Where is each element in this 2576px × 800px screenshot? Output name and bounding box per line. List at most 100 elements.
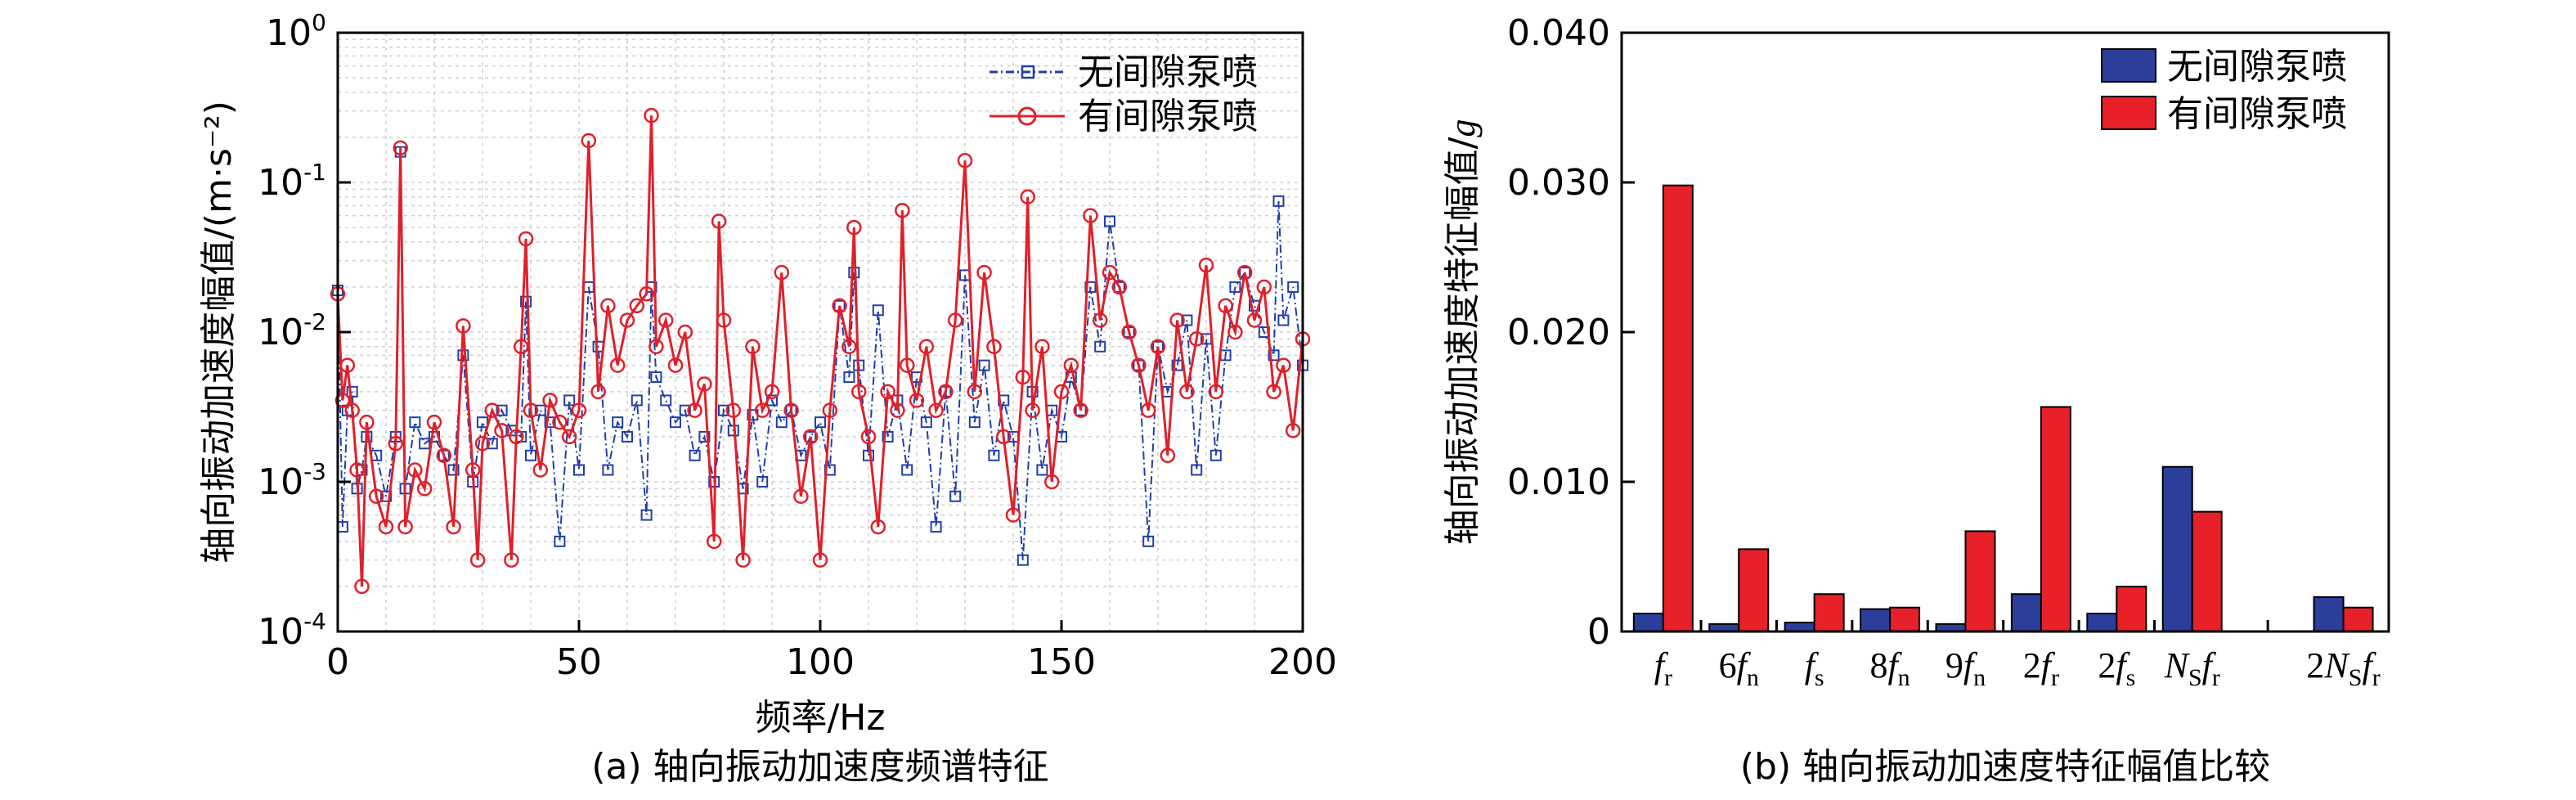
spectrum-point-circle [967,384,983,400]
spectrum-point-square [756,476,769,488]
spectrum-point-square [1209,449,1222,461]
spectrum-point-circle [1121,324,1137,340]
spectrum-point-circle [895,202,910,218]
amplitude-bar-series-2 [1889,606,1921,632]
spectrum-point-square [554,535,566,547]
amplitude-x-tick-label: 9fn [1945,645,1986,691]
spectrum-point-circle [860,429,877,445]
spectrum-point-square [447,464,460,476]
amplitude-x-label-subscript: S [2188,664,2202,691]
spectrum-point-square [1277,314,1290,326]
spectrum-y-tick-label: 10-1 [258,159,326,204]
spectrum-point-circle [644,107,659,124]
spectrum-point-square [843,371,855,384]
amplitude-bar-series-2 [2191,510,2223,632]
spectrum-point-circle [436,447,452,464]
spectrum-point-circle [1111,279,1128,295]
amplitude-x-label-coefficient: 2 [2098,645,2116,685]
spectrum-point-circle [841,339,857,354]
amplitude-legend-label-1: 无间隙泵喷 [2167,46,2347,88]
spectrum-y-tick-exponent: -3 [303,458,326,485]
amplitude-x-label-subscript: r [1664,664,1672,691]
spectrum-point-circle [1276,357,1291,373]
spectrum-legend-label-2: 有间隙泵喷 [1078,96,1258,137]
spectrum-point-circle [822,402,838,418]
spectrum-point-circle [995,429,1012,445]
amplitude-bar-series-1 [2313,596,2345,632]
spectrum-point-square [1142,535,1155,547]
amplitude-bar-series-2 [1738,548,1770,632]
spectrum-point-circle [368,488,384,504]
spectrum-point-circle [393,140,408,156]
spectrum-point-square [380,490,392,502]
spectrum-x-tick-label: 200 [1268,641,1337,683]
spectrum-y-tick-base: 10 [258,162,303,204]
spectrum-point-circle [639,286,654,302]
spectrum-point-circle [494,423,509,438]
spectrum-point-square [670,416,681,429]
spectrum-point-circle [1256,279,1272,295]
spectrum-point-square [872,304,884,317]
spectrum-point-square [520,295,532,308]
spectrum-point-circle [986,339,1002,354]
amplitude-y-axis-label: 轴向振动加速度特征幅值/g [1442,119,1483,546]
amplitude-x-tick-label: 8fn [1869,645,1910,691]
spectrum-point-square [698,430,711,443]
spectrum-point-circle [571,402,587,418]
spectrum-point-square [1016,554,1029,566]
spectrum-point-square [1094,340,1106,353]
amplitude-x-label-coefficient: 9 [1945,645,1963,685]
spectrum-point-circle [783,402,799,418]
spectrum-x-axis-label: 频率/Hz [755,697,885,739]
spectrum-point-square [1272,195,1285,207]
amplitude-y-axis-label-text: 轴向振动加速度特征幅值/ [1442,137,1483,545]
spectrum-point-circle [754,402,770,418]
amplitude-legend-label-2: 有间隙泵喷 [2167,93,2347,135]
spectrum-point-circle [484,402,500,418]
spectrum-point-circle [513,339,529,354]
amplitude-y-tick-label: 0.020 [1507,312,1610,353]
spectrum-point-circle [1034,339,1050,354]
spectrum-point-square [496,404,508,416]
spectrum-point-square [602,464,614,476]
spectrum-x-tick-label: 100 [786,641,855,683]
amplitude-x-label-subscript-2: r [2372,664,2381,691]
amplitude-x-tick-label: NSfr [2164,645,2220,691]
spectrum-point-circle [976,264,992,281]
amplitude-panel: 0 0.010 0.020 0.030 0.040 fr 6fn fs 8fn 9fn 2fr 2fs… [1442,12,2390,788]
spectrum-point-circle [407,462,423,478]
spectrum-point-circle [890,402,905,418]
spectrum-y-tick-exponent: -2 [303,308,326,335]
spectrum-point-square [409,416,421,429]
amplitude-x-label-subscript: S [2349,664,2363,691]
spectrum-point-circle [716,312,732,328]
spectrum-point-square [882,430,894,443]
amplitude-x-label-coefficient: 2 [2306,645,2324,685]
amplitude-bar-series-1 [2010,593,2042,632]
spectrum-point-circle [1188,331,1205,347]
amplitude-x-label-subscript: n [1747,664,1759,691]
spectrum-point-circle [1083,208,1098,223]
spectrum-point-square [863,449,874,461]
spectrum-y-axis-label: 轴向振动加速度幅值/(m·s⁻²) [198,101,240,564]
spectrum-point-circle [1246,312,1263,328]
spectrum-point-square [622,430,633,443]
spectrum-point-circle [667,357,684,373]
spectrum-point-square [525,449,536,461]
spectrum-point-circle [938,384,954,400]
amplitude-bar-series-1 [1860,608,1892,632]
amplitude-bar-series-2 [1964,530,1996,633]
amplitude-x-tick-label: fr [1654,645,1672,691]
spectrum-point-square [486,438,498,450]
spectrum-point-circle [339,357,356,373]
spectrum-point-circle [928,402,944,418]
spectrum-point-square [1268,349,1280,362]
spectrum-legend-circle-marker [1017,106,1037,126]
spectrum-point-circle [648,339,664,354]
amplitude-bar-series-2 [2040,406,2071,632]
spectrum-point-circle [397,519,413,535]
spectrum-point-circle [1025,402,1040,418]
spectrum-point-circle [619,312,635,328]
spectrum-point-circle [1063,357,1079,373]
amplitude-x-label-coefficient: 8 [1869,645,1887,685]
